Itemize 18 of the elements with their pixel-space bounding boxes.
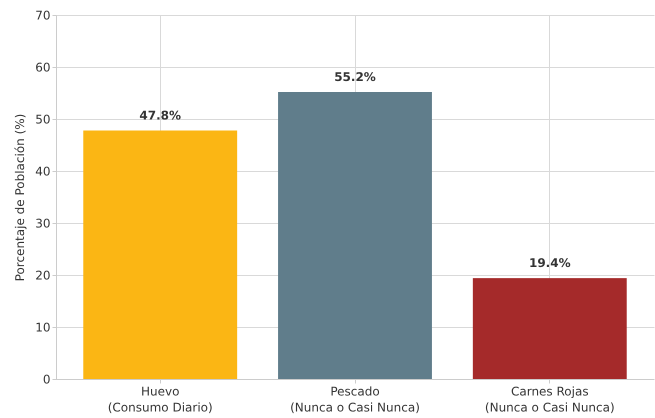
- x-tick-label: Pescado (Nunca o Casi Nunca): [290, 384, 420, 414]
- x-tick-label: Huevo (Consumo Diario): [108, 384, 213, 414]
- data-label: 19.4%: [528, 256, 571, 270]
- y-tick-label: 10: [35, 320, 50, 334]
- y-tick-label: 20: [35, 268, 50, 282]
- y-tick-label: 0: [42, 372, 50, 386]
- y-tick-label: 70: [35, 8, 50, 22]
- y-tick-label: 30: [35, 216, 50, 230]
- y-tick-label: 60: [35, 60, 50, 74]
- bar: [83, 130, 238, 379]
- y-axis-title: Porcentaje de Población (%): [13, 114, 28, 282]
- bar: [472, 278, 627, 379]
- y-tick-label: 50: [35, 112, 50, 126]
- data-label: 47.8%: [139, 108, 182, 122]
- data-label: 55.2%: [334, 70, 376, 84]
- y-tick-label: 40: [35, 164, 50, 178]
- x-tick-label: Carnes Rojas (Nunca o Casi Nunca): [484, 384, 615, 414]
- bar: [278, 92, 432, 379]
